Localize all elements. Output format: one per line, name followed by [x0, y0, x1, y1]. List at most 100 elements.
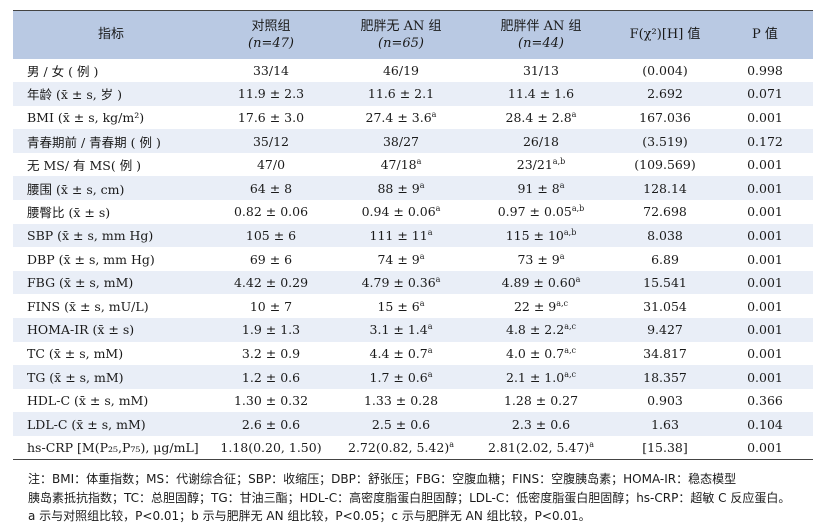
cell-obese-an-superscript: a,b [571, 204, 585, 214]
cell-control: 2.6 ± 0.6 [209, 412, 333, 436]
data-table: 指标 对照组 (n=47) 肥胖无 AN 组 (n=65) 肥胖伴 AN 组 (… [13, 10, 813, 461]
cell-control: 1.30 ± 0.32 [209, 389, 333, 413]
cell-obese-an-superscript: a,b [552, 157, 566, 167]
cell-control: 1.9 ± 1.3 [209, 318, 333, 342]
header-indicator: 指标 [13, 10, 209, 59]
cell-obese-an-value: 1.28 ± 0.27 [503, 393, 579, 409]
cell-p: 0.104 [717, 412, 813, 436]
row-label: HOMA-IR (x̄ ± s) [13, 318, 209, 342]
cell-obese-no-an: 11.6 ± 2.1 [333, 82, 469, 106]
table-row: 男 / 女 ( 例 ) 33/14 46/19 31/13 (0.004) 0.998 [13, 58, 813, 83]
row-label-value: 无 MS/ 有 MS( 例 ) [27, 158, 142, 174]
cell-stat-value: 15.541 [643, 275, 687, 291]
cell-stat: 31.054 [613, 294, 717, 318]
cell-obese-an-superscript: a [589, 439, 594, 449]
cell-obese-no-an: 74 ± 9a [333, 247, 469, 271]
row-label-value: 青春期前 / 青春期 ( 例 ) [27, 134, 161, 150]
cell-obese-an: 2.3 ± 0.6 [469, 412, 613, 436]
row-label: TC (x̄ ± s, mM) [13, 342, 209, 366]
header-obese-an-label: 肥胖伴 AN 组 [500, 18, 582, 34]
cell-obese-no-an-superscript: a [419, 298, 425, 308]
table-row: 腰围 (x̄ ± s, cm) 64 ± 8 88 ± 9a 91 ± 8a 128.1… [13, 176, 813, 201]
cell-obese-an-superscript: a,c [564, 369, 576, 379]
footnote-line-2: 胰岛素抵抗指数；TC：总胆固醇；TG：甘油三酯；HDL-C：高密度脂蛋白胆固醇；… [28, 490, 791, 505]
cell-control-value: 47/0 [256, 157, 286, 173]
cell-obese-no-an: 38/27 [333, 129, 469, 153]
cell-obese-no-an-superscript: a [427, 345, 433, 355]
row-label-value: HOMA-IR (x̄ ± s) [27, 322, 135, 338]
header-obese-no-an-label: 肥胖无 AN 组 [360, 18, 442, 34]
cell-control-value: 10 ± 7 [249, 298, 293, 314]
cell-obese-an-value: 2.3 ± 0.6 [511, 416, 571, 432]
cell-obese-no-an: 111 ± 11a [333, 224, 469, 248]
cell-stat-value: 0.903 [647, 393, 683, 409]
cell-stat: 1.63 [613, 412, 717, 436]
cell-obese-an-value: 0.97 ± 0.05 [497, 204, 572, 220]
cell-stat: 0.903 [613, 389, 717, 413]
row-label-value: TG (x̄ ± s, mM) [27, 369, 124, 385]
cell-obese-an-superscript: a,c [564, 322, 576, 332]
row-label-value: 腰围 (x̄ ± s, cm) [27, 181, 125, 197]
cell-control: 4.42 ± 0.29 [209, 271, 333, 295]
row-label: 腰围 (x̄ ± s, cm) [13, 176, 209, 200]
cell-p: 0.001 [717, 342, 813, 366]
footnote-line-1: 注：BMI：体重指数；MS：代谢综合征；SBP：收缩压；DBP：舒张压；FBG：… [28, 472, 737, 486]
row-label-value: FBG (x̄ ± s, mM) [27, 275, 134, 291]
table-row: 青春期前 / 青春期 ( 例 ) 35/12 38/27 26/18 (3.519) 0.… [13, 129, 813, 153]
table-row: 年龄 (x̄ ± s, 岁 ) 11.9 ± 2.3 11.6 ± 2.1 11.4 … [13, 82, 813, 106]
cell-control: 64 ± 8 [209, 176, 333, 200]
cell-obese-an: 4.0 ± 0.7a,c [469, 342, 613, 366]
cell-p-value: 0.001 [747, 298, 783, 314]
cell-control: 105 ± 6 [209, 224, 333, 248]
header-obese-no-an-n: (n=65) [378, 35, 424, 51]
cell-obese-no-an-value: 88 ± 9 [377, 180, 420, 196]
cell-obese-no-an-value: 2.5 ± 0.6 [371, 416, 431, 432]
cell-stat-value: 1.63 [651, 416, 679, 432]
row-label-value: TC (x̄ ± s, mM) [27, 345, 124, 361]
cell-obese-an-value: 26/18 [522, 133, 560, 149]
table-header: 指标 对照组 (n=47) 肥胖无 AN 组 (n=65) 肥胖伴 AN 组 (… [13, 10, 813, 59]
table-body: 男 / 女 ( 例 ) 33/14 46/19 31/13 (0.004) 0.998 年龄… [13, 58, 813, 461]
cell-stat: 72.698 [613, 200, 717, 224]
cell-p: 0.001 [717, 365, 813, 389]
cell-control: 17.6 ± 3.0 [209, 106, 333, 130]
table-row: BMI (x̄ ± s, kg/m²) 17.6 ± 3.0 27.4 ± 3.6a… [13, 105, 813, 130]
cell-obese-an: 11.4 ± 1.6 [469, 82, 613, 106]
cell-control-value: 1.9 ± 1.3 [241, 322, 301, 338]
cell-p: 0.001 [717, 106, 813, 130]
table-row: hs-CRP [M(P₂₅,P₇₅), μg/mL] 1.18(0.20, 1.5… [13, 436, 813, 461]
cell-control: 33/14 [209, 59, 333, 83]
cell-obese-an-value: 4.0 ± 0.7 [506, 345, 565, 361]
row-label: 男 / 女 ( 例 ) [13, 59, 209, 83]
cell-stat: 167.036 [613, 106, 717, 130]
cell-obese-an-value: 115 ± 10 [505, 227, 564, 243]
header-p: P 值 [717, 10, 813, 59]
cell-obese-an-value: 2.1 ± 1.0 [506, 369, 565, 385]
cell-obese-no-an-value: 2.72(0.82, 5.42) [348, 440, 450, 456]
cell-stat-value: (0.004) [642, 62, 688, 78]
cell-obese-no-an-value: 3.1 ± 1.4 [369, 322, 428, 338]
cell-stat-value: 9.427 [647, 322, 683, 338]
cell-obese-no-an-superscript: a [431, 109, 437, 119]
cell-obese-an: 31/13 [469, 59, 613, 83]
cell-obese-no-an: 47/18a [333, 153, 469, 177]
table-row: SBP (x̄ ± s, mm Hg) 105 ± 6 111 ± 11a 115 ±… [13, 223, 813, 248]
cell-obese-no-an-value: 0.94 ± 0.06 [361, 204, 436, 220]
cell-p: 0.001 [717, 200, 813, 224]
cell-control-value: 69 ± 6 [249, 251, 293, 267]
cell-stat-value: 6.89 [651, 251, 679, 267]
cell-obese-an: 22 ± 9a,c [469, 294, 613, 318]
cell-control: 1.18(0.20, 1.50) [209, 436, 333, 461]
cell-obese-an-value: 4.89 ± 0.60 [501, 275, 576, 291]
cell-obese-an: 2.1 ± 1.0a,c [469, 365, 613, 389]
cell-obese-an-value: 22 ± 9 [513, 298, 557, 314]
header-obese-an-n: (n=44) [518, 35, 564, 51]
cell-p: 0.001 [717, 153, 813, 177]
cell-stat-value: 167.036 [639, 109, 691, 125]
cell-obese-no-an-value: 15 ± 6 [377, 298, 420, 314]
cell-obese-an-value: 28.4 ± 2.8 [505, 109, 572, 125]
cell-obese-no-an-superscript: a [427, 227, 433, 237]
cell-control: 11.9 ± 2.3 [209, 82, 333, 106]
cell-obese-no-an-superscript: a [427, 322, 433, 332]
cell-obese-no-an-value: 38/27 [382, 133, 420, 149]
